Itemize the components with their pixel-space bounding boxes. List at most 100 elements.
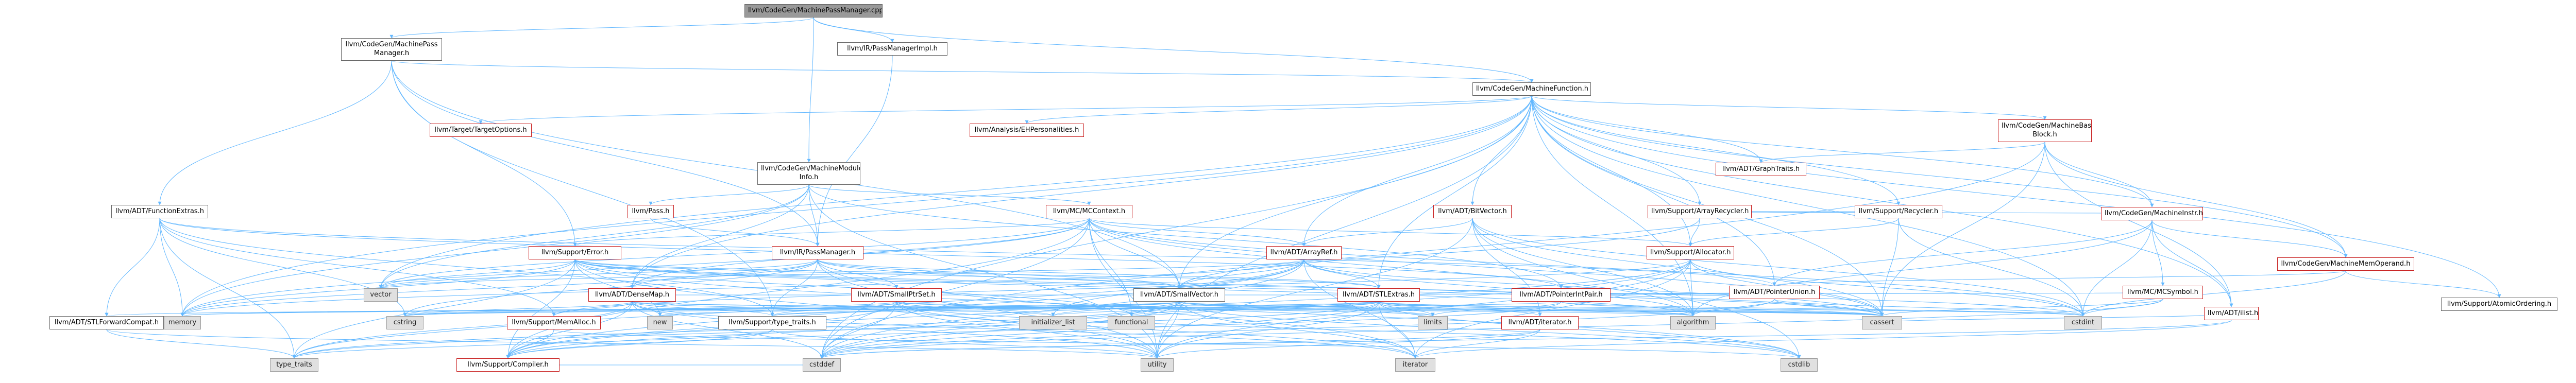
edge-stlextras-to-memory — [181, 301, 1379, 317]
node-graph-traits-h[interactable]: llvm/ADT/GraphTraits.h — [1716, 163, 1806, 176]
node-mc-symbol-h[interactable]: llvm/MC/MCSymbol.h — [2123, 286, 2203, 299]
edge-smallvector-to-typetraits_std — [292, 301, 1180, 359]
edge-stlextras-to-limits — [1378, 301, 1435, 317]
edge-root-to-mmi — [807, 17, 814, 163]
edge-mccontext-to-error — [573, 218, 1090, 247]
edge-mf-to-arrayref — [1302, 95, 1532, 247]
node-new[interactable]: new — [647, 316, 673, 329]
edge-bitvector-to-arrayref — [1302, 218, 1473, 247]
edge-mccontext-to-cassert — [1089, 218, 1884, 317]
edge-error-to-algorithm — [574, 259, 1695, 317]
node-recycler-h[interactable]: llvm/Support/Recycler.h — [1855, 205, 1942, 218]
edge-smallptrset-to-cstddef — [820, 301, 897, 359]
node-small-vector-h[interactable]: llvm/ADT/SmallVector.h — [1133, 288, 1225, 302]
edge-ptrintpair-to-cstdint — [1561, 301, 2085, 317]
edge-stlextras-to-iterator_std — [1378, 301, 1417, 359]
node-pointer-int-pair-h[interactable]: llvm/ADT/PointerIntPair.h — [1512, 288, 1611, 302]
edge-ptrintpair-to-cassert — [1561, 301, 1884, 317]
node-atomic-ordering-h[interactable]: llvm/Support/AtomicOrdering.h — [2441, 298, 2557, 311]
node-memory[interactable]: memory — [164, 316, 201, 329]
edge-allocator-to-compiler — [506, 259, 1691, 359]
node-pass-manager-impl-h[interactable]: llvm/IR/PassManagerImpl.h — [837, 42, 947, 56]
edge-stlextras-to-cassert — [1378, 301, 1884, 317]
node-small-ptr-set-h[interactable]: llvm/ADT/SmallPtrSet.h — [851, 288, 942, 302]
node-cstring[interactable]: cstring — [386, 316, 423, 329]
node-cstdint[interactable]: cstdint — [2064, 316, 2102, 329]
edge-mccontext-to-functional — [1089, 218, 1133, 317]
edge-stlextras-to-cstdlib — [1378, 301, 1801, 359]
node-initializer-list[interactable]: initializer_list — [1019, 316, 1087, 329]
node-cassert[interactable]: cassert — [1862, 316, 1902, 329]
edge-mbb-to-graphtraits — [1759, 142, 2045, 163]
edge-mf-to-ehpers — [1025, 95, 1532, 124]
edge-mcsymbol-to-cstddef — [820, 299, 2163, 359]
edge-ptrintpair-to-compiler — [506, 301, 1562, 359]
node-eh-personalities-h[interactable]: llvm/Analysis/EHPersonalities.h — [970, 124, 1084, 137]
node-target-options-h[interactable]: llvm/Target/TargetOptions.h — [430, 124, 532, 137]
edge-recycler-to-cassert — [1880, 218, 1899, 317]
node-machine-basic-block-h[interactable]: llvm/CodeGen/MachineBasic Block.h — [1998, 119, 2092, 142]
node-array-ref-h[interactable]: llvm/ADT/ArrayRef.h — [1266, 246, 1342, 259]
edge-error-to-compiler — [506, 259, 575, 359]
edge-mmo-to-cstdint — [2081, 270, 2346, 317]
edge-recycler-to-allocator — [1688, 218, 1899, 247]
node-machine-instr-h[interactable]: llvm/CodeGen/MachineInstr.h — [2101, 207, 2203, 220]
node-stl-extras-h[interactable]: llvm/ADT/STLExtras.h — [1337, 288, 1420, 302]
edge-arrayref-to-vector — [379, 259, 1304, 289]
edge-mmi-to-mccontext — [808, 184, 1091, 205]
edge-mpm-to-funcext — [158, 60, 392, 205]
edge-funcext-to-ptrunion — [159, 218, 1776, 286]
node-ir-pass-manager-h[interactable]: llvm/IR/PassManager.h — [772, 246, 863, 259]
edge-bitvector-to-cassert — [1472, 218, 1884, 317]
node-vector[interactable]: vector — [364, 288, 398, 302]
node-stl-forward-compat-h[interactable]: llvm/ADT/STLForwardCompat.h — [49, 316, 164, 329]
node-dense-map-h[interactable]: llvm/ADT/DenseMap.h — [588, 288, 676, 302]
edge-smallvector-to-memory — [181, 301, 1180, 317]
node-mem-alloc-h[interactable]: llvm/Support/MemAlloc.h — [507, 316, 601, 329]
edge-stlextras-to-initlist — [1051, 301, 1379, 317]
edge-mf-to-memory — [180, 95, 1532, 317]
node-machine-function-h[interactable]: llvm/CodeGen/MachineFunction.h — [1472, 82, 1591, 96]
node-support-compiler-h[interactable]: llvm/Support/Compiler.h — [456, 358, 560, 372]
edge-recycler-to-cstdint — [1898, 218, 2085, 317]
node-adt-iterator-h[interactable]: llvm/ADT/iterator.h — [1501, 316, 1579, 329]
node-algorithm[interactable]: algorithm — [1670, 316, 1716, 329]
node-machine-pass-manager-h[interactable]: llvm/CodeGen/MachinePass Manager.h — [341, 38, 442, 61]
node-array-recycler-h[interactable]: llvm/Support/ArrayRecycler.h — [1648, 205, 1752, 218]
node-function-extras-h[interactable]: llvm/ADT/FunctionExtras.h — [111, 205, 208, 218]
edge-mmo-to-ptrunion — [1772, 270, 2346, 286]
node-bit-vector-h[interactable]: llvm/ADT/BitVector.h — [1433, 205, 1512, 218]
node-cstddef[interactable]: cstddef — [803, 358, 841, 372]
edge-stlfwd-to-typetraits_std — [106, 329, 296, 359]
node-functional[interactable]: functional — [1108, 316, 1155, 329]
edge-minstr-to-ptrunion — [1772, 220, 2153, 286]
node-machine-pass-manager-cpp[interactable]: llvm/CodeGen/MachinePassManager.cpp — [744, 4, 883, 18]
node-cstdlib[interactable]: cstdlib — [1781, 358, 1818, 372]
edge-typetraits-to-typetraits_std — [292, 329, 773, 359]
edge-stlextras-to-typetraits_std — [292, 301, 1379, 359]
node-utility[interactable]: utility — [1141, 358, 1174, 372]
edge-mf-to-graphtraits — [1531, 95, 1763, 163]
node-machine-module-info-h[interactable]: llvm/CodeGen/MachineModule Info.h — [757, 162, 860, 185]
edge-typetraits-to-compiler — [506, 329, 773, 359]
node-ilist-h[interactable]: llvm/ADT/ilist.h — [2204, 307, 2259, 320]
edge-funcext-to-stlfwd — [105, 218, 160, 317]
node-mc-context-h[interactable]: llvm/MC/MCContext.h — [1046, 205, 1132, 218]
node-limits[interactable]: limits — [1418, 316, 1448, 329]
edge-allocator-to-cstdint — [1690, 259, 2085, 317]
node-allocator-h[interactable]: llvm/Support/Allocator.h — [1647, 246, 1734, 259]
node-machine-mem-operand-h[interactable]: llvm/CodeGen/MachineMemOperand.h — [2277, 257, 2414, 271]
node-support-type-traits-h[interactable]: llvm/Support/type_traits.h — [718, 316, 826, 329]
edge-memalloc-to-cstdlib — [553, 329, 1801, 359]
node-iterator-std[interactable]: iterator — [1395, 358, 1435, 372]
edge-ptrunion-to-cassert — [1774, 299, 1884, 317]
node-type-traits[interactable]: type_traits — [270, 358, 318, 372]
edge-mf-to-arrayrecycler — [1531, 95, 1702, 205]
node-pointer-union-h[interactable]: llvm/ADT/PointerUnion.h — [1729, 286, 1820, 299]
edge-mmi-to-pass — [649, 184, 809, 205]
edge-typetraits-to-utility — [772, 329, 1159, 359]
node-pass-h[interactable]: llvm/Pass.h — [628, 205, 674, 218]
edge-arrayrecycler-to-allocator — [1688, 218, 1700, 247]
node-support-error-h[interactable]: llvm/Support/Error.h — [529, 246, 621, 259]
edge-mpm-to-mf — [391, 60, 1533, 83]
